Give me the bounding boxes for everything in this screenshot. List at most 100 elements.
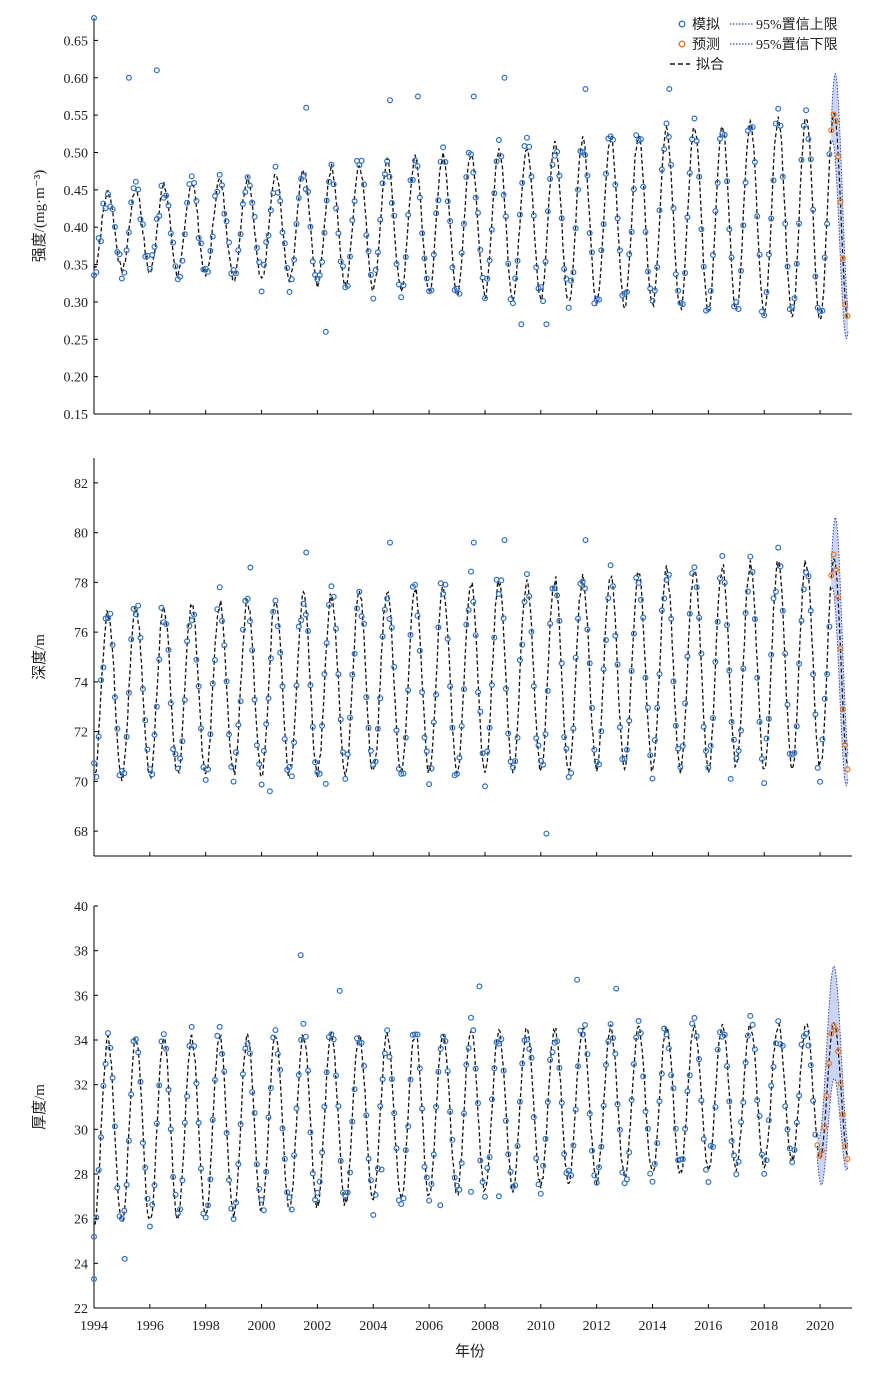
simulated-point <box>300 173 307 180</box>
simulated-point <box>400 282 407 289</box>
simulated-point <box>379 633 386 640</box>
simulated-point <box>216 171 223 178</box>
simulated-point <box>705 764 712 771</box>
simulated-point <box>251 1109 258 1116</box>
simulated-point <box>130 605 137 612</box>
simulated-point <box>458 249 465 256</box>
simulated-point <box>709 1143 716 1150</box>
simulated-point <box>395 281 402 288</box>
simulated-point <box>570 1142 577 1149</box>
simulated-point <box>322 328 329 335</box>
predicted-point <box>816 1152 823 1159</box>
simulated-point <box>512 1182 519 1189</box>
simulated-point <box>782 650 789 657</box>
legend-simulated-label: 模拟 <box>692 17 720 33</box>
simulated-point <box>125 1137 132 1144</box>
simulated-point <box>775 1018 782 1025</box>
simulated-point <box>765 251 772 258</box>
simulated-point <box>533 735 540 742</box>
simulated-point <box>293 1105 300 1112</box>
simulated-point <box>691 564 698 571</box>
simulated-point <box>582 537 589 544</box>
simulated-point <box>393 261 400 268</box>
predicted-point <box>839 1111 846 1118</box>
simulated-point <box>170 1173 177 1180</box>
y-tick-label: 0.55 <box>64 109 89 124</box>
simulated-point <box>523 571 530 578</box>
simulated-point <box>221 642 228 649</box>
simulated-point <box>665 1045 672 1052</box>
simulated-point <box>530 1114 537 1121</box>
simulated-point <box>414 612 421 619</box>
simulated-point <box>449 264 456 271</box>
simulated-point <box>114 725 121 732</box>
simulated-point <box>637 596 644 603</box>
simulated-point <box>516 211 523 218</box>
simulated-point <box>728 1138 735 1145</box>
simulated-point <box>104 191 111 198</box>
simulated-point <box>640 183 647 190</box>
simulated-point <box>135 186 142 193</box>
simulated-point <box>502 213 509 220</box>
simulated-point <box>613 985 620 992</box>
simulated-point <box>544 687 551 694</box>
simulated-point <box>668 1072 675 1079</box>
simulated-point <box>693 138 700 145</box>
x-tick-label: 2008 <box>471 1319 499 1334</box>
simulated-point <box>412 581 419 588</box>
simulated-point <box>765 1117 772 1124</box>
simulated-point <box>556 617 563 624</box>
simulated-point <box>756 1112 763 1119</box>
simulated-point <box>791 1146 798 1153</box>
simulated-point <box>414 93 421 100</box>
simulated-point <box>237 1121 244 1128</box>
simulated-point <box>654 704 661 711</box>
simulated-point <box>149 771 156 778</box>
simulated-point <box>367 1177 374 1184</box>
simulated-point <box>300 600 307 607</box>
simulated-point <box>500 191 507 198</box>
simulated-point <box>595 296 602 303</box>
simulated-point <box>272 1027 279 1034</box>
predicted-point <box>814 1142 821 1149</box>
simulated-point <box>293 682 300 689</box>
simulated-point <box>574 976 581 983</box>
simulated-point <box>267 1084 274 1091</box>
simulated-point <box>267 207 274 214</box>
y-tick-label: 0.15 <box>64 408 89 423</box>
simulated-point <box>407 1076 414 1083</box>
simulated-point <box>209 680 216 687</box>
y-tick-label: 0.30 <box>64 296 89 311</box>
depth-panel: 68 70 72 74 76 78 80 82 深度/m <box>31 458 852 857</box>
simulated-point <box>581 585 588 592</box>
simulated-point <box>740 1099 747 1106</box>
simulated-point <box>807 1062 814 1069</box>
predicted-point <box>839 706 846 713</box>
simulated-point <box>244 174 251 181</box>
simulated-point <box>363 1112 370 1119</box>
simulated-point <box>90 1275 97 1282</box>
simulated-point <box>381 1050 388 1057</box>
simulated-point <box>686 610 693 617</box>
simulated-point <box>700 263 707 270</box>
simulated-point <box>405 211 412 218</box>
simulated-point <box>321 670 328 677</box>
simulated-point <box>528 173 535 180</box>
simulated-point <box>444 1068 451 1075</box>
x-tick-label: 1996 <box>136 1319 164 1334</box>
simulated-point <box>372 266 379 273</box>
simulated-point <box>600 221 607 228</box>
simulated-point <box>468 568 475 575</box>
simulated-point <box>712 1104 719 1111</box>
simulated-point <box>623 746 630 753</box>
simulated-point <box>305 1067 312 1074</box>
simulated-point <box>649 1178 656 1185</box>
legend-upper-label: 95%置信上限 <box>756 17 838 33</box>
simulated-point <box>195 1119 202 1126</box>
simulated-point <box>500 1067 507 1074</box>
simulated-point <box>249 647 256 654</box>
simulated-point <box>768 215 775 222</box>
simulated-point <box>723 1063 730 1070</box>
simulated-point <box>260 747 267 754</box>
simulated-point <box>642 674 649 681</box>
